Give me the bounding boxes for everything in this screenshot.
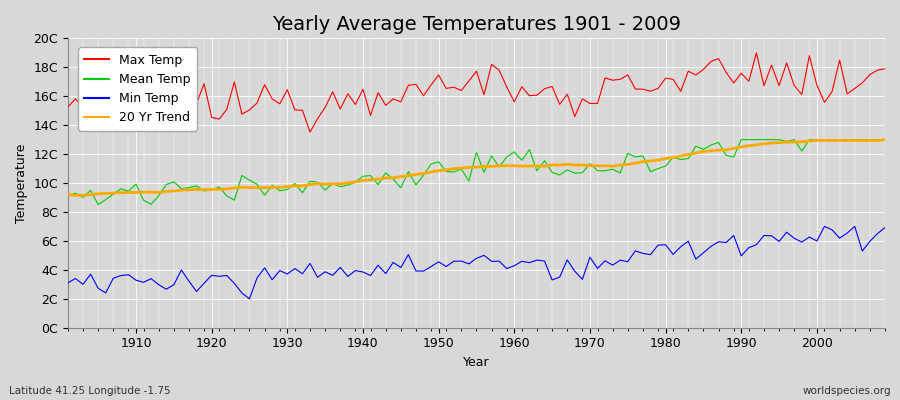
Legend: Max Temp, Mean Temp, Min Temp, 20 Yr Trend: Max Temp, Mean Temp, Min Temp, 20 Yr Tre… (78, 48, 197, 131)
Text: Latitude 41.25 Longitude -1.75: Latitude 41.25 Longitude -1.75 (9, 386, 171, 396)
Title: Yearly Average Temperatures 1901 - 2009: Yearly Average Temperatures 1901 - 2009 (272, 15, 681, 34)
X-axis label: Year: Year (464, 356, 490, 369)
Y-axis label: Temperature: Temperature (15, 143, 28, 223)
Text: worldspecies.org: worldspecies.org (803, 386, 891, 396)
